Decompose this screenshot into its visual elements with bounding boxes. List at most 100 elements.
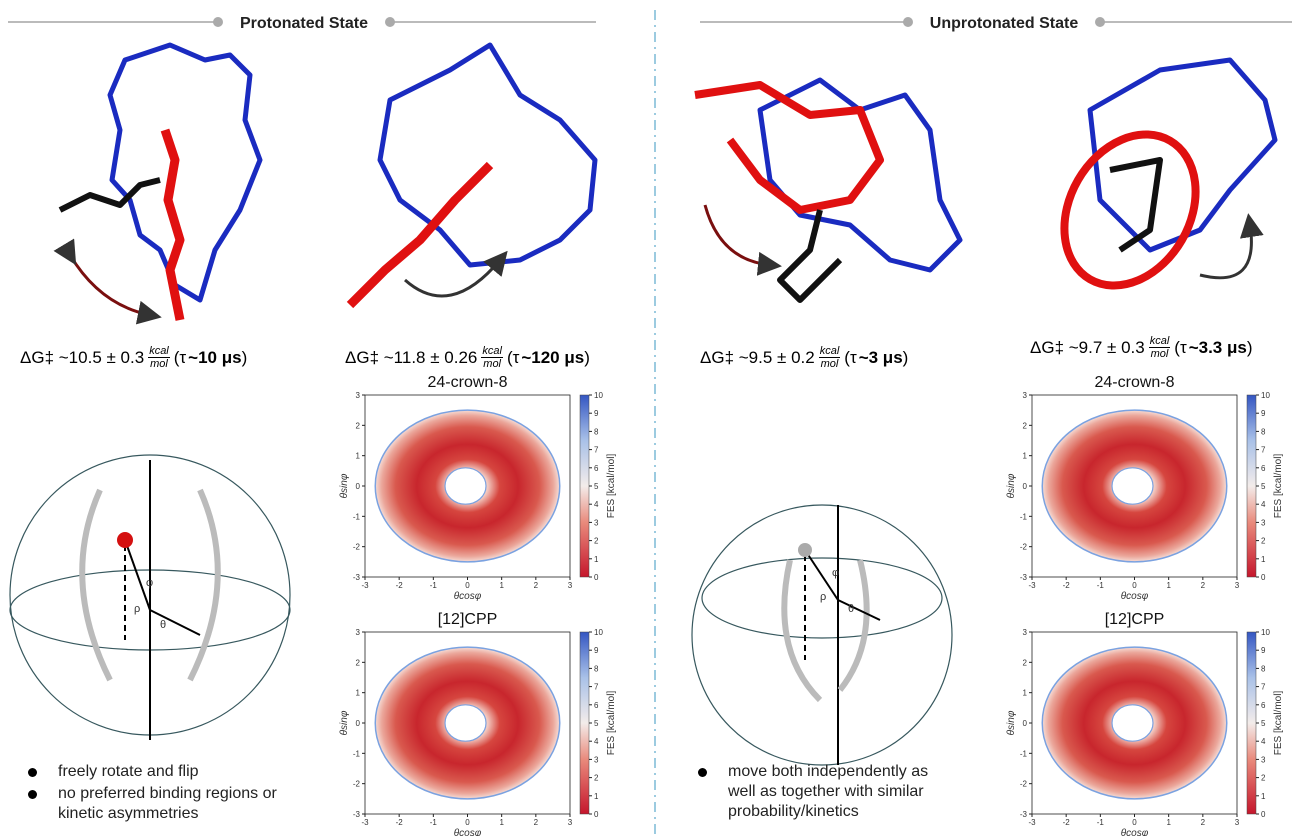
y-tick-label: -1 <box>353 749 361 758</box>
colorbar-tick-label: 5 <box>1261 719 1266 728</box>
y-axis-label: θsinφ <box>1006 473 1017 498</box>
plot-title: [12]CPP <box>1105 611 1165 628</box>
colorbar-tick-label: 10 <box>1261 628 1270 637</box>
colorbar-tick-label: 5 <box>594 482 599 491</box>
fes-hole <box>1112 468 1153 504</box>
colorbar-tick-label: 1 <box>594 555 599 564</box>
colorbar-tick-label: 8 <box>1261 664 1266 673</box>
colorbar-tick-label: 6 <box>1261 701 1266 710</box>
y-tick-label: 1 <box>356 689 361 698</box>
y-tick-label: -2 <box>353 543 361 552</box>
header: Unprotonated State <box>930 15 1079 32</box>
energy-value: ΔG‡ ~11.8 ± 0.26 <box>345 348 477 368</box>
y-tick-label: 1 <box>1023 452 1028 461</box>
colorbar-tick-label: 2 <box>594 537 599 546</box>
colorbar-tick-label: 2 <box>1261 537 1266 546</box>
x-axis-label: θcosφ <box>454 828 482 836</box>
tau-close: ) <box>903 348 909 368</box>
angle-label: θ <box>848 603 854 615</box>
colorbar-tick-label: 8 <box>1261 427 1266 436</box>
unit-numerator: kcal <box>1149 335 1171 348</box>
x-tick-label: 0 <box>465 818 470 827</box>
y-tick-label: -1 <box>353 512 361 521</box>
unit-denominator: mol <box>1151 348 1169 360</box>
tau-open: (τ <box>1174 338 1186 358</box>
x-axis-label: θcosφ <box>1121 591 1149 602</box>
bullet: move both independently as well as toget… <box>692 762 952 822</box>
y-tick-label: 2 <box>1023 421 1028 430</box>
colorbar-tick-label: 0 <box>594 573 599 582</box>
y-tick-label: 2 <box>356 421 361 430</box>
colorbar-tick-label: 5 <box>594 719 599 728</box>
colorbar-tick-label: 4 <box>594 737 599 746</box>
figure: Protonated State Unprotonated State φ ρ … <box>0 0 1299 836</box>
y-tick-label: 2 <box>1023 658 1028 667</box>
colorbar-tick-label: 4 <box>1261 500 1266 509</box>
y-tick-label: 3 <box>356 391 361 400</box>
energy-value: ΔG‡ ~9.5 ± 0.2 <box>700 348 815 368</box>
tau-value: ~3.3 μs <box>1189 338 1247 358</box>
unit-numerator: kcal <box>148 345 170 358</box>
colorbar-tick-label: 2 <box>1261 774 1266 783</box>
x-tick-label: 0 <box>1132 818 1137 827</box>
colorbar-tick-label: 3 <box>1261 755 1266 764</box>
colorbar-tick-label: 1 <box>1261 555 1266 564</box>
x-tick-label: -2 <box>396 581 404 590</box>
x-tick-label: 2 <box>1201 818 1206 827</box>
y-tick-label: 0 <box>1023 719 1028 728</box>
y-tick-label: -3 <box>353 573 361 582</box>
angle-label: ρ <box>134 603 140 615</box>
colorbar-tick-label: 7 <box>1261 446 1266 455</box>
y-tick-label: -1 <box>1020 512 1028 521</box>
y-tick-label: 3 <box>1023 391 1028 400</box>
x-tick-label: 1 <box>499 581 504 590</box>
colorbar-tick-label: 10 <box>594 391 603 400</box>
x-tick-label: -1 <box>1097 818 1105 827</box>
colorbar-tick-label: 4 <box>1261 737 1266 746</box>
y-tick-label: -3 <box>353 810 361 819</box>
fes-hole <box>445 705 486 741</box>
colorbar-tick-label: 7 <box>594 446 599 455</box>
molecule <box>60 45 1275 320</box>
colorbar-tick-label: 6 <box>1261 464 1266 473</box>
colorbar-tick-label: 1 <box>1261 792 1266 801</box>
colorbar-tick-label: 9 <box>594 409 599 418</box>
sphere-vectors <box>125 540 880 660</box>
x-tick-label: -2 <box>396 818 404 827</box>
x-axis-label: θcosφ <box>454 591 482 602</box>
tau-value: ~120 μs <box>521 348 584 368</box>
y-tick-label: 0 <box>1023 482 1028 491</box>
x-tick-label: 3 <box>568 818 573 827</box>
x-tick-label: 2 <box>534 818 539 827</box>
plot-title: 24-crown-8 <box>1094 374 1174 391</box>
colorbar-label: FES [kcal/mol] <box>1273 454 1284 519</box>
x-tick-label: 3 <box>1235 581 1240 590</box>
y-tick-label: -3 <box>1020 573 1028 582</box>
x-tick-label: -1 <box>430 818 438 827</box>
bullet-list: freely rotate and flipno preferred bindi… <box>22 762 312 826</box>
header: Protonated State <box>240 15 368 32</box>
colorbar-tick-label: 6 <box>594 701 599 710</box>
figure-graphics: Protonated State Unprotonated State φ ρ … <box>0 0 1299 836</box>
colorbar-tick-label: 5 <box>1261 482 1266 491</box>
x-tick-label: 1 <box>1166 581 1171 590</box>
y-tick-label: 2 <box>356 658 361 667</box>
y-tick-label: 3 <box>1023 628 1028 637</box>
tau-open: (τ <box>507 348 519 368</box>
colorbar-tick-label: 7 <box>1261 683 1266 692</box>
colorbar-tick-label: 7 <box>594 683 599 692</box>
x-tick-label: 3 <box>568 581 573 590</box>
bullet: freely rotate and flip <box>22 762 312 782</box>
y-tick-label: -2 <box>1020 780 1028 789</box>
unit-denominator: mol <box>150 358 168 370</box>
tau-close: ) <box>242 348 248 368</box>
x-tick-label: 2 <box>534 581 539 590</box>
energy-value: ΔG‡ ~10.5 ± 0.3 <box>20 348 144 368</box>
y-tick-label: 1 <box>1023 689 1028 698</box>
unit-fraction: kcalmol <box>148 345 170 370</box>
colorbar-tick-label: 9 <box>594 646 599 655</box>
colorbar <box>580 632 589 814</box>
colorbar-tick-label: 3 <box>1261 518 1266 527</box>
tau-open: (τ <box>844 348 856 368</box>
bullet: no preferred binding regions or kinetic … <box>22 784 312 824</box>
